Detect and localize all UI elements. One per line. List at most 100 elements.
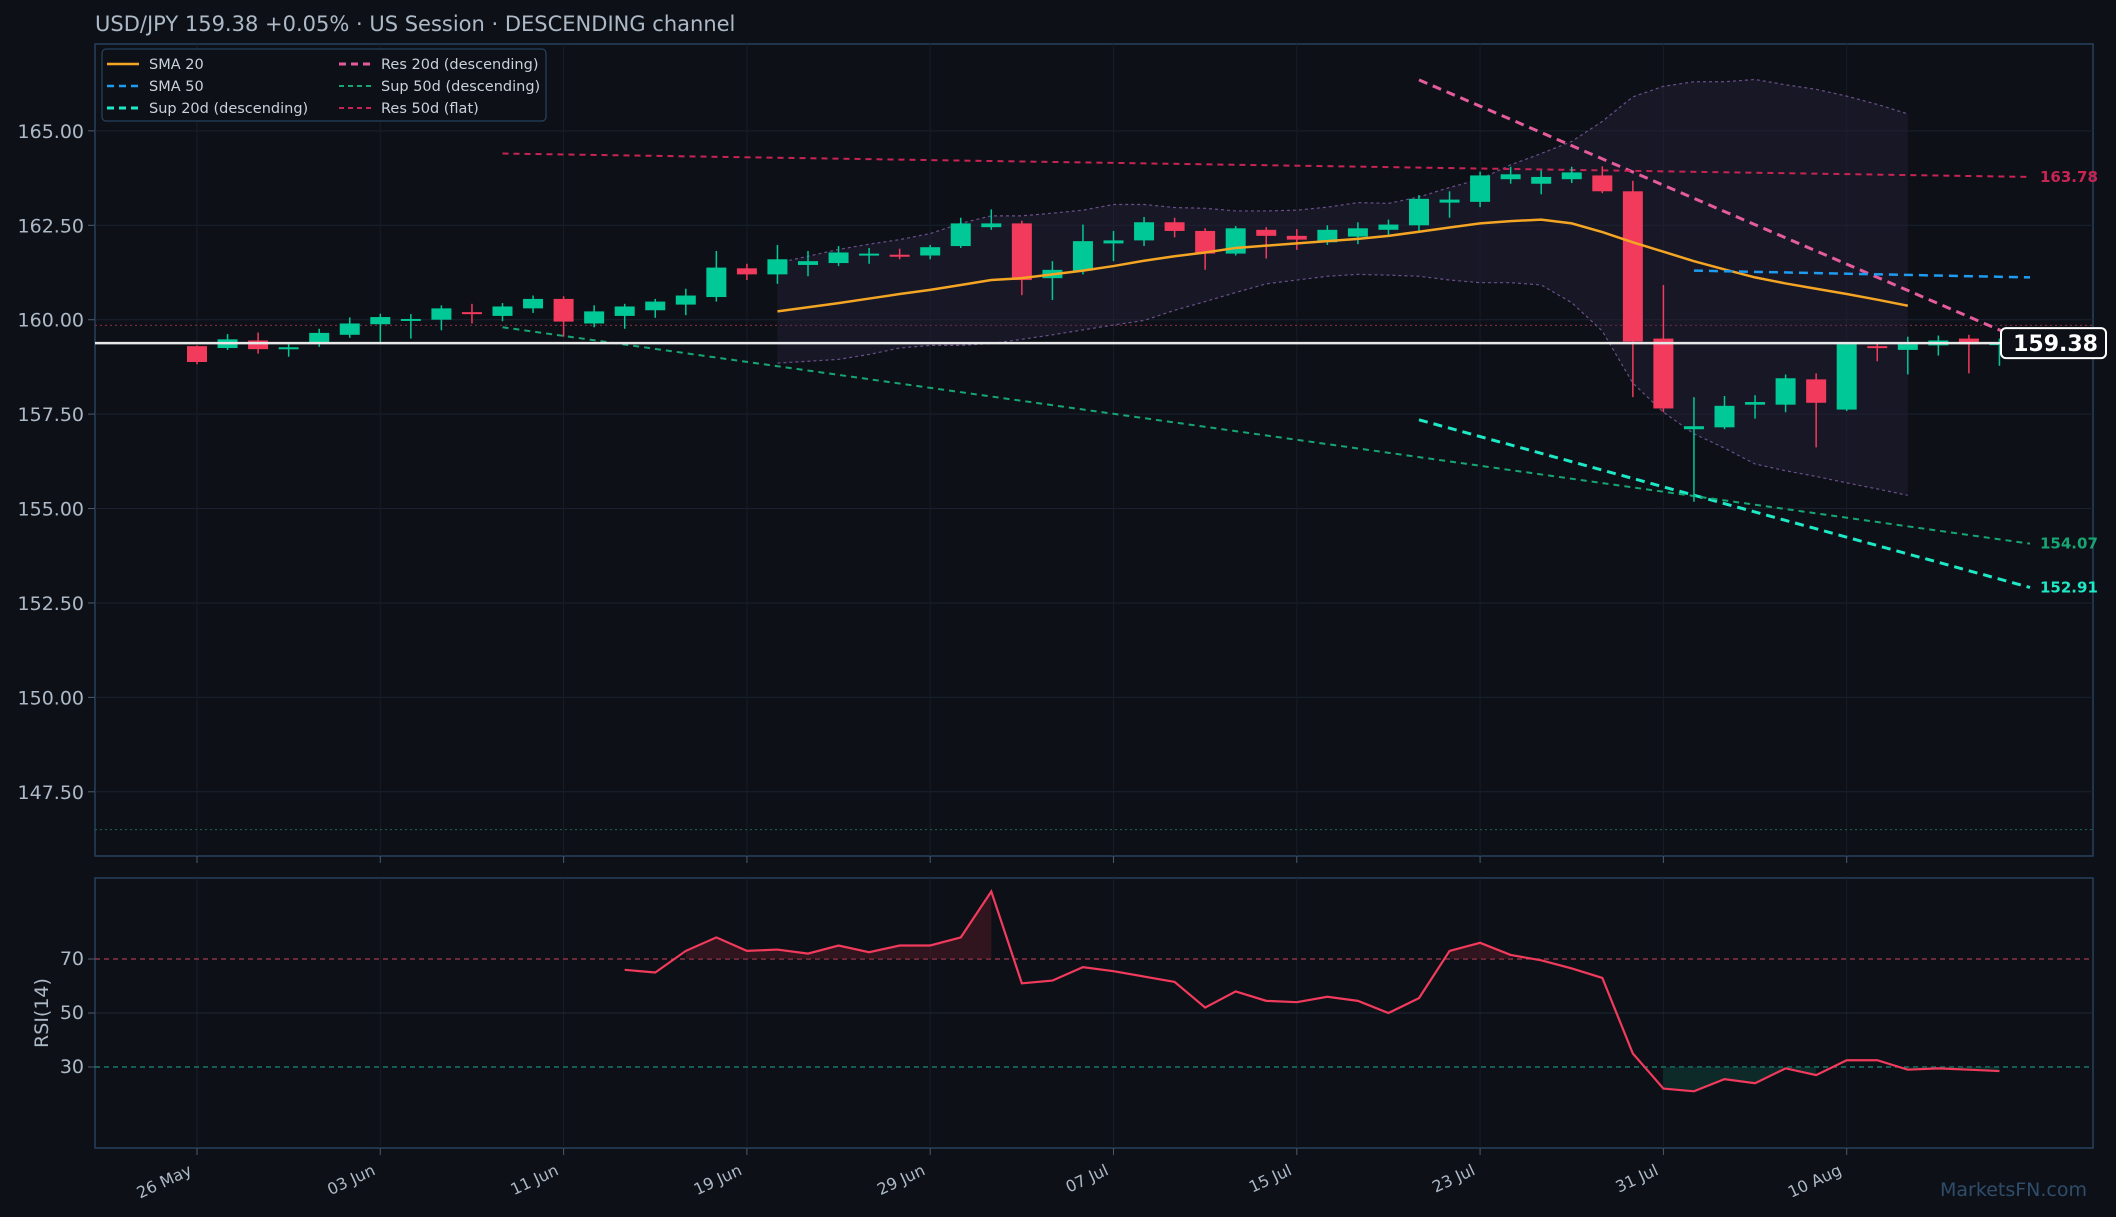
sma20-line <box>777 218 1909 313</box>
support-20d-line-end-label: 152.91 <box>2040 578 2098 596</box>
candle-body <box>950 223 971 247</box>
candle <box>981 209 1002 230</box>
price-y-tick-label: 152.50 <box>18 593 84 615</box>
candle <box>584 305 605 328</box>
candle-body <box>798 261 818 265</box>
x-tick-label: 29 Jun <box>874 1160 928 1199</box>
candle <box>767 244 788 284</box>
candle-body <box>889 254 910 257</box>
candle <box>431 305 452 331</box>
candle <box>1103 230 1124 262</box>
candle-body <box>1622 191 1643 342</box>
candle <box>1592 166 1613 194</box>
x-tick-label: 03 Jun <box>324 1160 378 1199</box>
sma50-line <box>1693 269 2031 279</box>
candle <box>736 263 757 281</box>
legend-label: SMA 20 <box>149 57 204 73</box>
candle <box>461 303 482 324</box>
candle-body <box>1561 172 1582 180</box>
trend-lines <box>502 78 2031 589</box>
candle <box>1622 180 1643 398</box>
price-panel: 147.50 150.00 152.50 155.00 157.50 160.00 162.… <box>18 43 2107 857</box>
moving-averages <box>777 218 2031 313</box>
candle-body <box>1011 223 1032 281</box>
candle-body <box>461 312 482 315</box>
candle <box>1806 373 1827 448</box>
candle-body <box>1317 229 1338 243</box>
candle-body <box>1378 224 1399 230</box>
candle-body <box>1409 198 1429 226</box>
rsi-ylabel: RSI(14) <box>31 978 53 1048</box>
rsi-grid <box>95 878 2093 1148</box>
price-grid <box>95 44 2093 856</box>
candle <box>1500 166 1521 184</box>
candle <box>1286 229 1307 250</box>
watermark: MarketsFN.com <box>1940 1179 2087 1201</box>
support-20d-line <box>1418 418 2031 589</box>
candle <box>1439 191 1460 218</box>
candle-body <box>1103 240 1124 244</box>
candle-body <box>1195 230 1216 254</box>
candle <box>614 303 635 329</box>
support-50d-line <box>502 326 2031 545</box>
candle <box>1409 195 1429 233</box>
candle <box>187 345 207 365</box>
candle-body <box>1286 235 1307 240</box>
x-tick-label: 11 Jun <box>508 1160 562 1199</box>
price-y-tick-label: 165.00 <box>18 121 84 143</box>
candle <box>1195 228 1216 270</box>
price-y-tick-label: 157.50 <box>18 404 84 426</box>
candle-body <box>1256 229 1277 236</box>
rsi-y-tick-label: 70 <box>60 948 84 970</box>
candle-body <box>1347 228 1368 237</box>
candle-body <box>1897 344 1918 350</box>
candle-body <box>706 267 727 298</box>
rsi-zone-fill <box>1449 942 1511 959</box>
trend-line-end-labels: 152.91 154.07 163.78 <box>2040 168 2098 597</box>
price-y-axis: 147.50 150.00 152.50 155.00 157.50 160.00 162.… <box>18 121 95 804</box>
candle-body <box>1134 222 1155 241</box>
chart-title: USD/JPY 159.38 +0.05% · US Session · DES… <box>95 12 735 36</box>
candle-body <box>1958 338 1979 345</box>
legend-label: Sup 20d (descending) <box>149 101 308 117</box>
rsi-line <box>624 889 2000 1093</box>
rsi-panel: 30 50 70 RSI(14) <box>31 877 2094 1149</box>
candle <box>1347 222 1368 245</box>
candle-body <box>828 252 849 264</box>
resistance-20d-line <box>1418 78 2031 345</box>
price-y-tick-label: 155.00 <box>18 499 84 521</box>
candle-body <box>187 346 207 363</box>
last-price-marker: 159.38 <box>95 327 2107 360</box>
rsi-y-axis: 30 50 70 <box>60 948 95 1078</box>
candle-body <box>767 259 788 275</box>
candle <box>1683 397 1704 502</box>
candle <box>523 295 544 313</box>
x-tick-label: 07 Jul <box>1063 1160 1112 1196</box>
candle-body <box>1683 426 1704 430</box>
candle <box>1561 166 1582 183</box>
price-y-tick-label: 160.00 <box>18 310 84 332</box>
candle-body <box>492 306 513 316</box>
candle-body <box>1836 344 1857 410</box>
candle <box>889 248 910 260</box>
candle <box>1164 217 1185 238</box>
candle-body <box>431 308 452 320</box>
candle <box>645 298 666 318</box>
candle-body <box>523 298 544 309</box>
candle <box>828 246 849 267</box>
candle-body <box>1531 176 1552 184</box>
candle-body <box>645 301 666 311</box>
candle-body <box>248 340 269 350</box>
candle <box>553 296 574 337</box>
candle-body <box>920 247 941 256</box>
legend-box <box>101 48 547 122</box>
candle <box>278 344 299 357</box>
candle <box>1836 343 1857 412</box>
resistance-50d-line-end-label: 163.78 <box>2040 168 2098 186</box>
candle <box>400 314 421 339</box>
legend: SMA 20 SMA 50 Sup 20d (descending) Res 20d … <box>101 48 547 122</box>
x-tick-label: 31 Jul <box>1613 1160 1662 1196</box>
legend-label: SMA 50 <box>149 79 204 95</box>
last-price-badge <box>2000 327 2107 360</box>
